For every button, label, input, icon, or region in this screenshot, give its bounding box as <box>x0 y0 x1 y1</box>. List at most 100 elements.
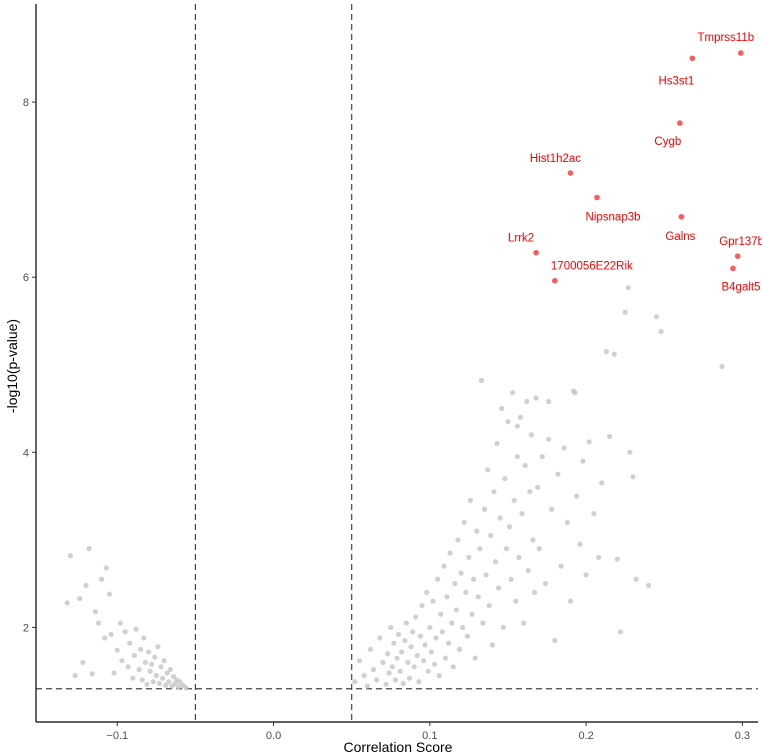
background-point <box>122 629 128 635</box>
background-point <box>475 594 481 600</box>
background-point <box>397 668 403 674</box>
background-point <box>136 666 142 673</box>
background-point <box>464 633 470 639</box>
background-point <box>470 576 477 582</box>
background-point <box>577 541 583 547</box>
background-point <box>130 675 136 681</box>
background-point <box>514 423 520 429</box>
background-point <box>603 349 610 355</box>
background-point <box>427 624 433 631</box>
background-point <box>511 497 517 504</box>
background-point <box>499 405 505 412</box>
highlight-label-Galns: Galns <box>665 231 695 243</box>
threshold-lines <box>36 4 758 722</box>
background-point <box>127 640 133 646</box>
background-point <box>356 658 363 664</box>
background-point <box>361 672 367 679</box>
background-point <box>458 570 464 576</box>
background-point <box>410 629 416 635</box>
highlight-point-Lrrk2 <box>533 249 539 256</box>
background-point <box>145 649 152 655</box>
background-point <box>614 556 620 562</box>
background-point <box>374 677 380 683</box>
background-point <box>163 682 169 688</box>
background-point <box>574 493 580 499</box>
background-point <box>444 594 450 600</box>
background-point <box>106 591 113 597</box>
highlight-label-Nipsnap3b: Nipsnap3b <box>586 212 641 224</box>
x-tick-label: 0.0 <box>266 730 281 742</box>
background-point <box>400 680 406 687</box>
background-point <box>520 620 527 626</box>
background-point <box>528 432 534 438</box>
background-point <box>89 671 95 677</box>
background-point <box>383 681 389 687</box>
background-point <box>530 537 536 543</box>
background-point <box>367 646 374 652</box>
x-tick-label: −0.1 <box>106 730 128 742</box>
background-point <box>494 440 500 447</box>
background-point <box>447 550 453 556</box>
background-point <box>392 677 399 683</box>
background-point <box>658 328 664 335</box>
background-point <box>111 670 117 676</box>
x-tick-label: 0.2 <box>578 730 593 742</box>
highlight-point-Gpr137b <box>734 253 741 259</box>
y-axis-title: -log10(p-value) <box>4 319 20 413</box>
background-points <box>64 285 725 691</box>
background-point <box>653 313 660 320</box>
background-point <box>144 681 150 687</box>
background-point <box>469 611 475 617</box>
background-point <box>472 655 478 661</box>
y-tick-label: 8 <box>23 97 29 109</box>
background-point <box>481 506 488 512</box>
background-point <box>402 637 408 644</box>
highlight-label-Hist1h2ac: Hist1h2ac <box>530 153 581 165</box>
background-point <box>435 576 441 582</box>
background-point <box>183 685 189 691</box>
background-point <box>445 640 452 646</box>
background-point <box>539 454 545 460</box>
background-point <box>419 602 425 609</box>
background-point <box>719 363 725 370</box>
background-point <box>99 576 105 582</box>
background-point <box>586 439 592 445</box>
background-point <box>572 390 578 396</box>
background-point <box>411 664 417 670</box>
highlight-point-Nipsnap3b <box>594 194 600 201</box>
background-point <box>131 652 138 659</box>
background-point <box>430 598 436 604</box>
background-point <box>391 640 397 646</box>
background-point <box>510 390 516 396</box>
background-point <box>77 595 83 602</box>
background-point <box>505 419 511 425</box>
background-point <box>495 585 502 591</box>
background-point <box>463 589 469 596</box>
background-point <box>466 554 472 560</box>
background-point <box>514 454 520 460</box>
background-point <box>477 546 483 552</box>
background-point <box>542 581 549 587</box>
background-point <box>406 675 413 681</box>
background-point <box>474 528 480 534</box>
background-point <box>617 629 624 635</box>
background-point <box>117 620 123 626</box>
highlight-point-Tmprss11b <box>738 50 744 56</box>
background-point <box>627 449 633 455</box>
highlight-point-B4galt5 <box>730 265 736 272</box>
y-tick-label: 6 <box>23 272 29 284</box>
background-point <box>485 467 491 473</box>
background-point <box>138 646 144 652</box>
background-point <box>552 637 558 644</box>
background-point <box>177 679 183 685</box>
background-point <box>646 582 652 589</box>
background-point <box>114 647 120 653</box>
background-point <box>508 576 514 582</box>
background-point <box>422 642 428 648</box>
background-point <box>80 659 86 666</box>
background-point <box>159 675 166 681</box>
background-point <box>519 511 525 517</box>
background-point <box>513 598 519 604</box>
background-point <box>489 642 495 648</box>
background-point <box>150 679 156 685</box>
